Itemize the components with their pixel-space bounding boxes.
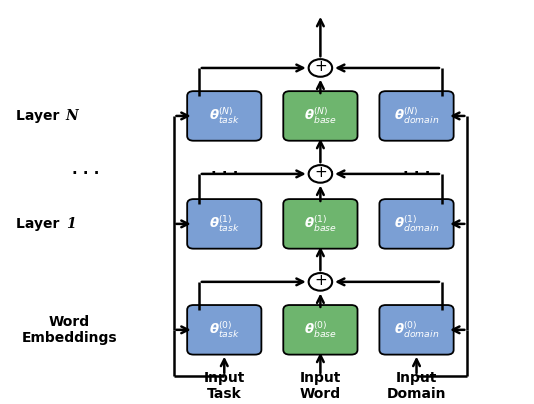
- Text: . . .: . . .: [403, 162, 430, 177]
- Text: $\boldsymbol{\theta}^{(0)}_{base}$: $\boldsymbol{\theta}^{(0)}_{base}$: [304, 320, 337, 340]
- Text: Layer: Layer: [16, 109, 64, 123]
- Text: Layer: Layer: [16, 217, 64, 231]
- FancyBboxPatch shape: [187, 91, 261, 141]
- Text: Input
Task: Input Task: [203, 371, 245, 401]
- Text: +: +: [314, 59, 327, 74]
- Text: $\boldsymbol{\theta}^{(1)}_{task}$: $\boldsymbol{\theta}^{(1)}_{task}$: [209, 214, 240, 234]
- Text: $\boldsymbol{\theta}^{(0)}_{task}$: $\boldsymbol{\theta}^{(0)}_{task}$: [209, 320, 240, 340]
- Text: $\boldsymbol{\theta}^{(N)}_{base}$: $\boldsymbol{\theta}^{(N)}_{base}$: [304, 106, 337, 126]
- FancyBboxPatch shape: [380, 199, 454, 249]
- Text: Input
Word: Input Word: [300, 371, 341, 401]
- Text: . . .: . . .: [72, 162, 99, 177]
- FancyBboxPatch shape: [187, 305, 261, 355]
- Text: $\boldsymbol{\theta}^{(1)}_{base}$: $\boldsymbol{\theta}^{(1)}_{base}$: [304, 214, 337, 234]
- FancyBboxPatch shape: [283, 199, 358, 249]
- FancyBboxPatch shape: [380, 305, 454, 355]
- Text: $\boldsymbol{\theta}^{(1)}_{domain}$: $\boldsymbol{\theta}^{(1)}_{domain}$: [394, 214, 439, 234]
- Text: +: +: [314, 273, 327, 288]
- Text: $\boldsymbol{\theta}^{(N)}_{domain}$: $\boldsymbol{\theta}^{(N)}_{domain}$: [394, 106, 439, 126]
- Text: Word
Embeddings: Word Embeddings: [21, 315, 117, 345]
- FancyBboxPatch shape: [380, 91, 454, 141]
- Text: . . .: . . .: [307, 162, 334, 177]
- Text: Input
Domain: Input Domain: [387, 371, 446, 401]
- Text: $\boldsymbol{\theta}^{(0)}_{domain}$: $\boldsymbol{\theta}^{(0)}_{domain}$: [394, 320, 439, 340]
- Text: +: +: [314, 165, 327, 180]
- FancyBboxPatch shape: [283, 305, 358, 355]
- Circle shape: [309, 165, 332, 183]
- FancyBboxPatch shape: [187, 199, 261, 249]
- Text: 1: 1: [66, 217, 75, 231]
- Text: . . .: . . .: [210, 162, 238, 177]
- Circle shape: [309, 59, 332, 77]
- Text: $\boldsymbol{\theta}^{(N)}_{task}$: $\boldsymbol{\theta}^{(N)}_{task}$: [209, 106, 240, 126]
- FancyBboxPatch shape: [283, 91, 358, 141]
- Text: N: N: [66, 109, 78, 123]
- Circle shape: [309, 273, 332, 290]
